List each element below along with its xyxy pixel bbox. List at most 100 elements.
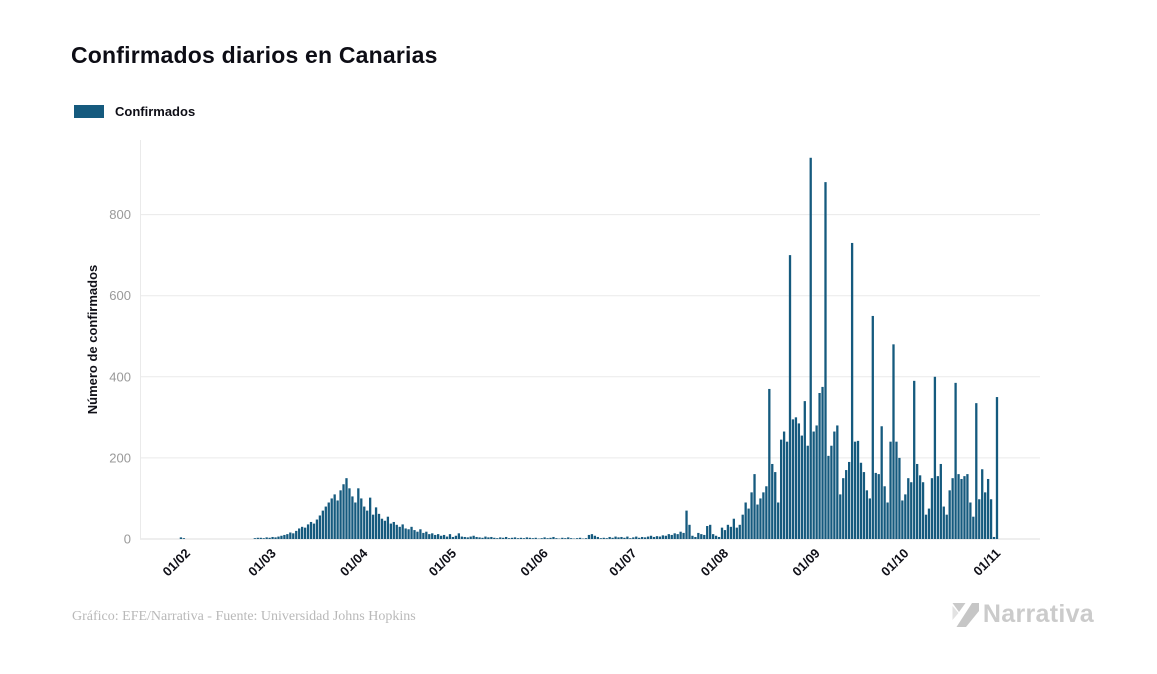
legend-swatch — [74, 105, 104, 118]
bar — [490, 536, 493, 539]
bar — [824, 182, 827, 539]
bar — [587, 534, 591, 539]
bar — [785, 441, 789, 539]
bar — [315, 519, 319, 539]
bar — [392, 521, 395, 539]
bar — [324, 506, 327, 539]
bar — [407, 529, 410, 539]
bar — [265, 537, 268, 539]
bar — [303, 527, 307, 539]
bar — [401, 524, 404, 539]
bar — [419, 529, 422, 539]
narrativa-logo-text: Narrativa — [982, 600, 1094, 628]
bar — [981, 469, 984, 539]
bar — [830, 445, 833, 539]
bar — [871, 315, 874, 539]
bar — [646, 536, 650, 539]
bar — [268, 537, 271, 539]
bar — [454, 535, 458, 539]
bar — [371, 514, 375, 539]
y-tick-label: 400 — [109, 369, 131, 384]
bar — [531, 538, 534, 539]
bar — [797, 423, 801, 539]
bar — [437, 534, 440, 539]
bar — [552, 536, 555, 539]
bar — [259, 537, 262, 539]
bar — [351, 496, 354, 539]
bar — [534, 537, 537, 539]
bar — [327, 502, 330, 539]
bar — [638, 537, 641, 539]
bar — [643, 537, 647, 539]
bar — [422, 532, 425, 539]
bar — [493, 537, 496, 539]
bar — [969, 502, 972, 539]
bar — [632, 537, 635, 539]
bar — [848, 461, 851, 539]
bar — [363, 506, 366, 539]
bar — [620, 536, 623, 539]
narrativa-logo-icon — [952, 603, 979, 627]
bar — [939, 463, 942, 539]
bar — [555, 538, 558, 539]
bar — [617, 537, 620, 539]
bar — [747, 508, 750, 539]
bar — [431, 533, 434, 539]
bar — [762, 492, 765, 539]
bar — [345, 478, 348, 539]
bar — [667, 534, 670, 539]
bar — [670, 534, 673, 539]
bar — [321, 510, 324, 539]
bar — [567, 537, 570, 539]
bar — [306, 524, 310, 539]
bar — [791, 419, 795, 539]
bar — [898, 457, 901, 539]
bar — [478, 537, 481, 539]
bar — [354, 502, 357, 539]
bar — [788, 255, 792, 539]
bar — [664, 535, 667, 539]
legend: Confirmados — [74, 104, 195, 119]
bar — [856, 440, 860, 539]
bar — [286, 534, 289, 539]
bar — [711, 534, 715, 539]
bar — [933, 376, 937, 539]
bar — [525, 537, 529, 539]
x-tick-label: 01/07 — [606, 546, 640, 580]
bar — [505, 536, 508, 539]
bar — [688, 524, 691, 539]
bar — [709, 524, 712, 539]
bar — [910, 482, 913, 539]
bar — [513, 537, 517, 539]
source-credit: Gráfico: EFE/Narrativa - Fuente: Univers… — [72, 609, 416, 624]
y-tick-label: 600 — [109, 288, 131, 303]
x-tick-label: 01/08 — [698, 546, 732, 580]
bar — [765, 486, 768, 539]
bar — [865, 490, 869, 539]
bar — [342, 484, 345, 539]
bar — [818, 393, 821, 539]
bar — [880, 426, 883, 539]
bar — [380, 518, 384, 539]
bar — [298, 528, 301, 539]
bar — [694, 536, 697, 539]
bar — [815, 425, 818, 539]
bar — [274, 537, 277, 539]
bar — [348, 488, 351, 539]
bar — [723, 530, 727, 539]
bar — [738, 524, 741, 539]
bar — [300, 526, 304, 539]
bar — [957, 474, 960, 539]
bar — [800, 435, 803, 539]
bar — [469, 536, 472, 539]
bar — [892, 344, 895, 539]
bar — [842, 478, 845, 539]
bar — [614, 536, 617, 539]
x-tick-label: 01/11 — [970, 546, 1003, 579]
bar — [676, 534, 679, 539]
bar — [611, 537, 614, 539]
bar — [561, 537, 564, 539]
bar — [753, 474, 756, 539]
bar — [292, 533, 295, 539]
bar — [507, 538, 511, 539]
